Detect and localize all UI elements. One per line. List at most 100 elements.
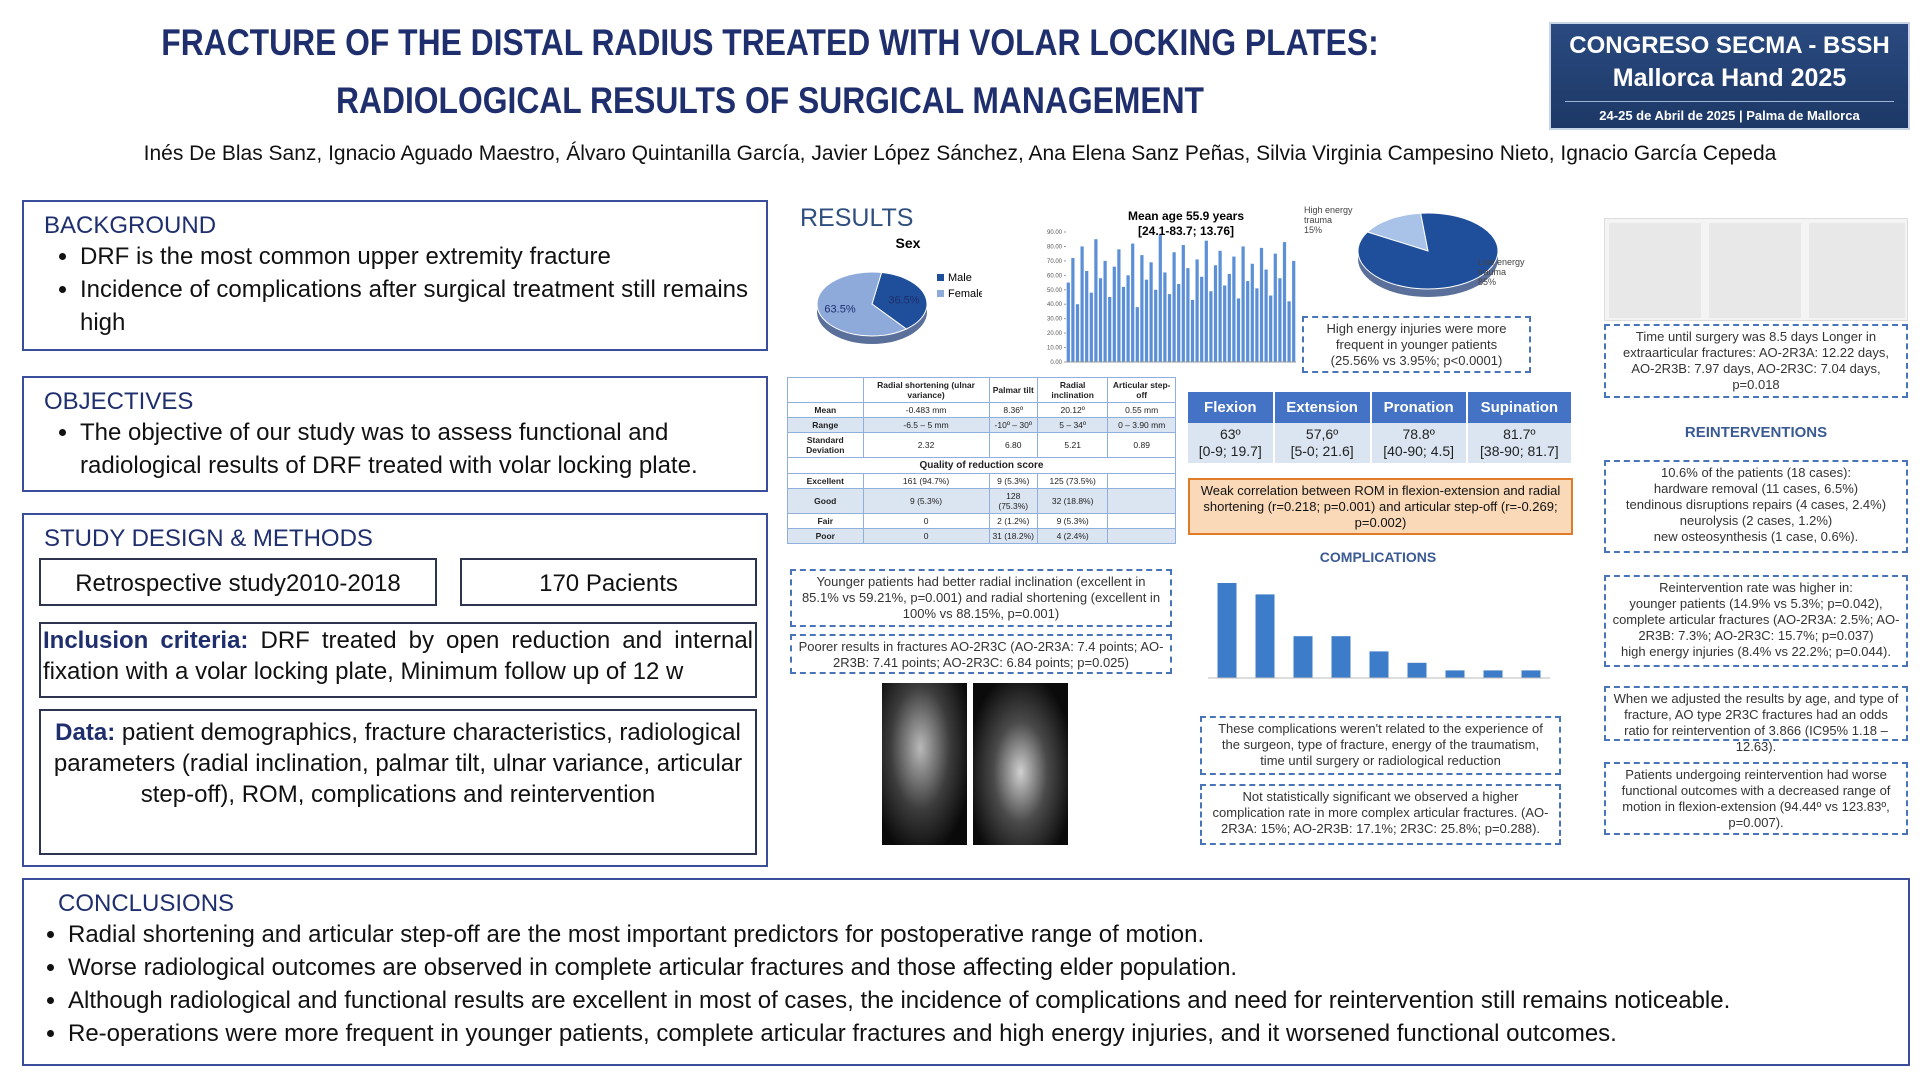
bar	[1190, 299, 1195, 362]
empty-cell	[1107, 473, 1176, 489]
bullet: Re-operations were more frequent in youn…	[68, 1017, 1890, 1050]
cell: 32 (18.8%)	[1036, 488, 1109, 514]
bar	[1269, 295, 1273, 362]
y-tick-label: 90.00	[1047, 230, 1063, 236]
title-line: RADIOLOGICAL RESULTS OF SURGICAL MANAGEM…	[336, 80, 1204, 121]
bar	[1200, 276, 1204, 362]
section-heading: STUDY DESIGN & METHODS	[44, 525, 373, 552]
bar	[1264, 269, 1268, 362]
poorer-note: Poorer results in fractures AO-2R3C (AO-…	[790, 634, 1172, 674]
header-cell: Pronation	[1370, 392, 1468, 423]
image-block	[1609, 223, 1701, 318]
legend-label: Female	[948, 288, 982, 300]
bullet-list: DRF is the most common upper extremity f…	[44, 240, 748, 339]
cell: 0.89	[1107, 432, 1176, 458]
bar	[1255, 594, 1275, 678]
bar	[1158, 234, 1162, 362]
rom-value: 81.7º	[1503, 426, 1536, 442]
patients-box: 170 Pacients	[460, 558, 757, 606]
empty-cell	[1107, 488, 1176, 514]
reinterventions-heading: REINTERVENTIONS	[1684, 424, 1828, 441]
empty-cell	[1107, 513, 1176, 529]
row-label: Good	[787, 488, 864, 514]
header-cell: Articular step-off	[1107, 377, 1176, 403]
bullet: Worse radiological outcomes are observed…	[68, 951, 1890, 984]
header-cell: Supination	[1466, 392, 1574, 423]
bar	[1232, 256, 1236, 362]
data-box: Data: patient demographics, fracture cha…	[39, 709, 757, 855]
y-tick-label: 50.00	[1047, 288, 1063, 294]
cell: 0 – 3.90 mm	[1107, 417, 1176, 433]
cell: 8.36º	[988, 402, 1038, 418]
pie-slice	[816, 271, 908, 337]
complications-note: Not statistically significant we observe…	[1200, 784, 1561, 845]
bar	[1223, 285, 1227, 362]
energy-note: High energy injuries were more frequent …	[1302, 316, 1531, 373]
rom-table: Flexion Extension Pronation Supination 63º [0…	[1188, 392, 1574, 463]
text-line: Reintervention rate was higher in:	[1659, 580, 1853, 595]
bar	[1126, 275, 1130, 362]
bar	[1103, 260, 1107, 362]
bar	[1217, 583, 1237, 678]
table-row: Mean -0.483 mm 8.36º 20.12º 0.55 mm	[787, 402, 1176, 418]
design-box: Retrospective study2010-2018	[39, 558, 437, 606]
rom-range: [5-0; 21.6]	[1290, 443, 1354, 459]
header-cell: Radial shortening (ulnar variance)	[862, 377, 990, 403]
row-label: Mean	[787, 402, 864, 418]
bar	[1144, 279, 1149, 362]
row-label: Fair	[787, 513, 864, 529]
bar	[1250, 263, 1254, 362]
chart-title: COMPLICATIONS	[1320, 549, 1436, 565]
text-line: tendinous disruptions repairs (4 cases, …	[1625, 497, 1887, 512]
younger-note: Younger patients had better radial incli…	[790, 569, 1172, 627]
pie-label: High energy trauma 15%	[1304, 205, 1360, 235]
section-heading: OBJECTIVES	[44, 388, 194, 415]
rom-value: 57,6º	[1305, 426, 1339, 442]
rom-range: [40-90; 4.5]	[1383, 443, 1455, 459]
bar	[1121, 286, 1126, 362]
header-cell: Palmar tilt	[988, 377, 1038, 403]
value-row: 63º [0-9; 19.7] 57,6º [5-0; 21.6] 78.8º [40-9…	[1188, 423, 1574, 463]
bar	[1071, 258, 1075, 362]
rom-range: [0-9; 19.7]	[1198, 443, 1262, 459]
bullet: Radial shortening and articular step-off…	[68, 918, 1890, 951]
bar	[1521, 670, 1541, 678]
cell: 9 (5.3%)	[862, 488, 990, 514]
bar	[1066, 282, 1070, 362]
table-row: Poor 0 31 (18.2%) 4 (2.4%)	[787, 528, 1176, 544]
sex-chart: Sex 36.5% Male 63.5% Female	[816, 235, 982, 344]
bar	[1181, 245, 1185, 362]
cell: 20.12º	[1036, 402, 1109, 418]
pie-slice	[1366, 212, 1429, 252]
legend-swatch	[937, 290, 944, 297]
inclusion-box: Inclusion criteria: DRF treated by open …	[39, 622, 757, 698]
text-line: 10.6% of the patients (18 cases):	[1660, 465, 1852, 480]
background-box: BACKGROUND DRF is the most common upper …	[22, 200, 768, 351]
data-label: 63.5%	[824, 304, 855, 316]
cell: 161 (94.7%)	[862, 473, 990, 489]
text-line: high energy injuries (8.4% vs 22.2%; p=0…	[1621, 644, 1891, 659]
y-tick-label: 60.00	[1047, 273, 1063, 279]
logo-line: Mallorca Hand 2025	[1612, 64, 1847, 92]
bullet: Although radiological and functional res…	[68, 984, 1890, 1017]
bar	[1112, 266, 1116, 362]
cell: -10º – 30º	[988, 417, 1038, 433]
cell: 128 (75.3%)	[988, 488, 1038, 514]
bar	[1445, 670, 1465, 678]
bar	[1331, 636, 1351, 678]
bullet: The objective of our study was to assess…	[80, 416, 748, 482]
bar	[1163, 272, 1167, 362]
table-row: Standard Deviation 2.32 6.80 5.21 0.89	[787, 432, 1176, 458]
bar	[1218, 250, 1222, 362]
bar	[1098, 278, 1103, 362]
cell: 6.80	[988, 432, 1038, 458]
fracture-table-image	[1604, 218, 1908, 321]
header-row: Radial shortening (ulnar variance) Palmar…	[787, 377, 1176, 403]
bar	[1227, 273, 1231, 362]
bar	[1255, 288, 1259, 362]
bar	[1131, 243, 1135, 362]
outcomes-note: Patients undergoing reintervention had w…	[1604, 762, 1908, 835]
bar	[1293, 636, 1313, 678]
cell: 0	[862, 528, 990, 544]
